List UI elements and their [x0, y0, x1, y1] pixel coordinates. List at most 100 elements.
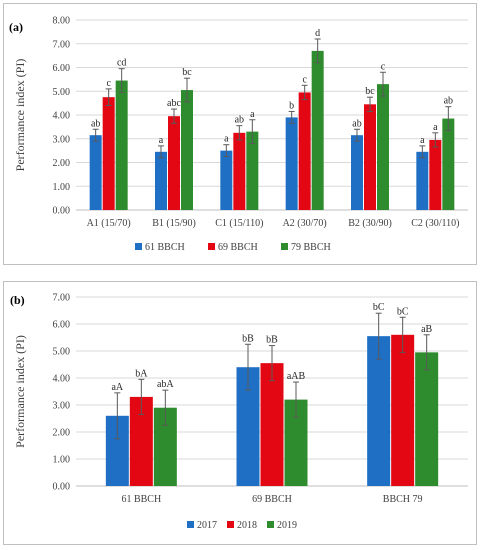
x-tick-label: C2 (30/110) — [411, 218, 459, 229]
bar — [429, 139, 442, 210]
legend-label: 2018 — [237, 520, 257, 531]
significance-label: c — [302, 74, 307, 85]
bar — [89, 135, 102, 210]
legend-swatch — [227, 521, 234, 528]
significance-label: abc — [167, 98, 181, 109]
significance-label: abA — [157, 379, 174, 390]
legend-swatch — [267, 521, 274, 528]
y-axis-label: Performance index (PI) — [13, 59, 27, 172]
legend-swatch — [187, 521, 194, 528]
significance-label: bc — [182, 67, 192, 78]
legend-label: 2019 — [277, 520, 297, 531]
y-tick-label: 4.00 — [53, 374, 71, 385]
y-tick-label: 5.00 — [53, 347, 71, 358]
y-tick-label: 2.00 — [53, 428, 71, 439]
significance-label: bA — [135, 368, 148, 379]
y-tick-label: 7.00 — [53, 293, 71, 304]
bar — [364, 104, 376, 210]
bar — [415, 352, 439, 486]
significance-label: aA — [111, 382, 123, 393]
significance-label: ab — [444, 96, 453, 107]
bar — [260, 363, 284, 486]
y-tick-label: 0.00 — [53, 482, 71, 493]
significance-label: d — [315, 28, 320, 39]
x-tick-label: 69 BBCH — [252, 494, 292, 505]
significance-label: a — [224, 134, 229, 145]
x-tick-label: 61 BBCH — [121, 494, 161, 505]
significance-label: aAB — [287, 371, 306, 382]
bar — [298, 92, 311, 210]
legend-swatch — [135, 243, 142, 250]
significance-label: ab — [235, 115, 244, 126]
significance-label: bC — [397, 306, 409, 317]
significance-label: bc — [365, 86, 375, 97]
bar — [416, 151, 429, 210]
bar — [105, 415, 129, 486]
x-tick-label: A2 (30/70) — [283, 218, 327, 229]
significance-label: c — [106, 78, 111, 89]
significance-label: a — [159, 135, 164, 146]
bar — [391, 334, 415, 486]
chart-b-svg: (b) Performance index (PI) 0.00 1.00 2.00 3.0… — [10, 293, 468, 531]
legend-label: 2017 — [197, 520, 217, 531]
significance-label: bB — [242, 333, 254, 344]
bar — [377, 84, 389, 210]
bar — [115, 80, 128, 210]
x-tick-label: B1 (15/90) — [152, 218, 196, 229]
significance-label: ab — [352, 118, 361, 129]
x-tick-label: B2 (30/90) — [348, 218, 392, 229]
bar — [284, 399, 308, 486]
y-tick-label: 6.00 — [53, 63, 71, 74]
bar — [285, 117, 298, 210]
bar — [181, 90, 193, 210]
y-tick-label: 8.00 — [53, 16, 71, 27]
significance-label: cd — [117, 58, 126, 69]
y-tick-label: 4.00 — [53, 111, 71, 122]
bar — [153, 407, 177, 486]
y-tick-label: 3.00 — [53, 134, 71, 145]
x-tick-label: A1 (15/70) — [87, 218, 131, 229]
bar — [442, 118, 455, 210]
legend-swatch — [208, 243, 215, 250]
bar — [311, 50, 324, 210]
significance-label: a — [250, 109, 255, 120]
chart-panel-a: (a) Performance index (PI) 0.00 1.00 2.00 3.0… — [3, 3, 477, 265]
bar — [102, 97, 115, 210]
bar — [246, 131, 259, 210]
bar — [367, 336, 391, 486]
bar — [220, 150, 233, 210]
legend-label: 69 BBCH — [218, 242, 258, 253]
y-tick-label: 2.00 — [53, 158, 71, 169]
chart-a-svg: (a) Performance index (PI) 0.00 1.00 2.00 3.0… — [9, 16, 468, 253]
significance-label: a — [433, 122, 438, 133]
y-axis-label: Performance index (PI) — [13, 335, 27, 448]
bar — [351, 135, 363, 210]
significance-label: a — [420, 135, 425, 146]
y-tick-label: 1.00 — [53, 455, 71, 466]
chart-panel-b: (b) Performance index (PI) 0.00 1.00 2.00 3.0… — [3, 281, 477, 545]
legend-label: 79 BBCH — [291, 242, 331, 253]
significance-label: b — [289, 100, 294, 111]
y-tick-label: 7.00 — [53, 39, 71, 50]
significance-label: bB — [266, 335, 278, 346]
significance-label: bC — [373, 302, 385, 313]
bar — [129, 396, 153, 486]
legend-swatch — [281, 243, 288, 250]
significance-label: ab — [91, 118, 100, 129]
bar — [236, 367, 260, 486]
y-tick-label: 3.00 — [53, 401, 71, 412]
significance-label: c — [381, 61, 386, 72]
bar — [155, 151, 167, 210]
x-tick-label: BBCH 79 — [383, 494, 423, 505]
y-tick-label: 6.00 — [53, 320, 71, 331]
bar — [233, 132, 246, 210]
x-tick-label: C1 (15/110) — [215, 218, 263, 229]
y-tick-label: 0.00 — [53, 206, 71, 217]
significance-label: aB — [421, 324, 432, 335]
panel-label: (a) — [9, 20, 23, 34]
legend-label: 61 BBCH — [145, 242, 185, 253]
bar — [168, 116, 180, 210]
y-tick-label: 5.00 — [53, 87, 71, 98]
panel-label: (b) — [10, 293, 25, 307]
y-tick-label: 1.00 — [53, 182, 71, 193]
